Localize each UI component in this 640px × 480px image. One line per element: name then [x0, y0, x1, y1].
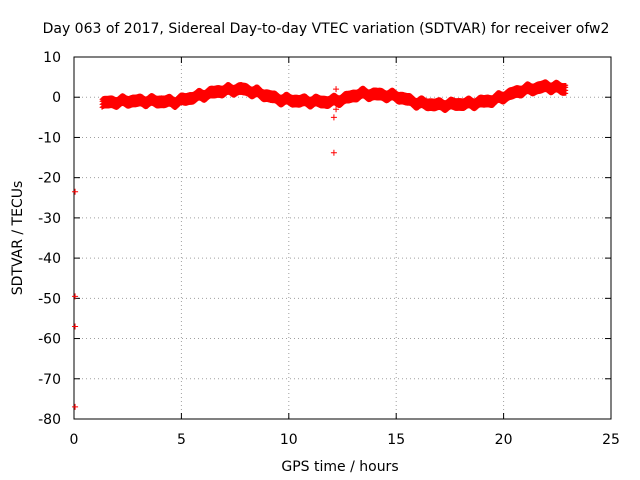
y-tick-label: -70 — [38, 372, 61, 388]
y-tick-label: -30 — [38, 211, 61, 227]
x-tick-label: 15 — [387, 432, 405, 448]
y-tick-label: 0 — [52, 90, 61, 106]
outlier-point — [333, 106, 340, 113]
y-tick-label: 10 — [43, 50, 61, 66]
outlier-point — [333, 86, 340, 93]
outlier-point — [72, 323, 79, 330]
outlier-point — [72, 403, 79, 410]
x-axis-label: GPS time / hours — [281, 459, 398, 475]
data-points — [72, 79, 569, 410]
y-tick-label: -60 — [38, 332, 61, 348]
outlier-point — [72, 188, 79, 195]
y-tick-label: -80 — [38, 412, 61, 428]
plot-border — [73, 56, 612, 420]
outlier-point — [330, 114, 337, 121]
x-tick-label: 5 — [177, 432, 186, 448]
y-tick-label: -10 — [38, 130, 61, 146]
outlier-point — [72, 293, 79, 300]
y-tick-label: -40 — [38, 251, 61, 267]
x-tick-label: 0 — [70, 432, 79, 448]
data-point — [563, 83, 569, 88]
y-axis-label: SDTVAR / TECUs — [10, 181, 26, 296]
ticks: 0 5 10 15 20 25 -80 -70 -60 -50 -40 -30 -20 -10 0 10 — [38, 50, 620, 448]
outlier-point — [330, 149, 337, 156]
grid — [74, 57, 611, 419]
axes — [73, 56, 612, 420]
y-tick-label: -20 — [38, 171, 61, 187]
chart-title: Day 063 of 2017, Sidereal Day-to-day VTE… — [43, 21, 610, 37]
x-tick-label: 20 — [495, 432, 513, 448]
x-tick-label: 10 — [280, 432, 298, 448]
x-tick-label: 25 — [602, 432, 620, 448]
y-tick-label: -50 — [38, 291, 61, 307]
